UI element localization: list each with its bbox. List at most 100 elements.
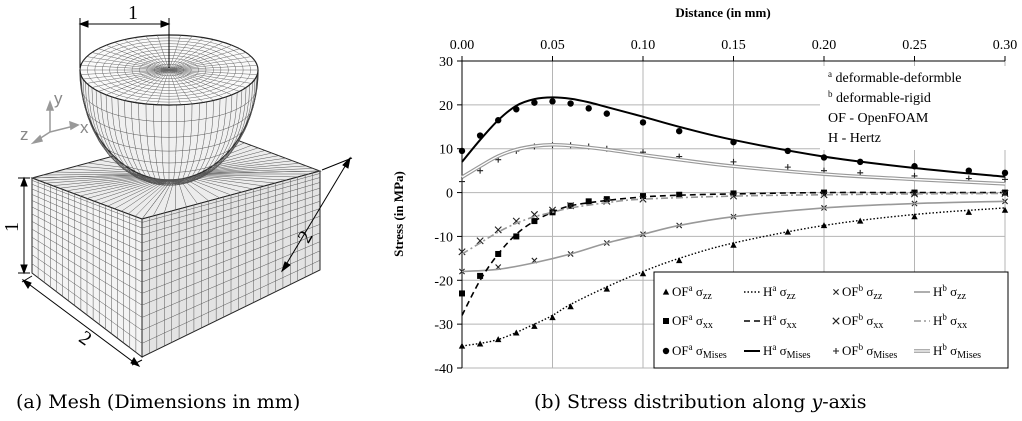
legend-swatch [833,289,839,295]
legend-entry: Ha σzz [744,283,796,302]
series-ofa-zz-point [730,241,737,248]
annotation-line: b deformable-rigid [828,89,931,106]
series-ha-zz-line [461,207,1006,347]
series-ofb-mises-point [1002,176,1008,183]
legend-label-sup: b [942,342,947,352]
legend-label: OFa σzz [672,283,712,302]
legend-label-base: H [763,284,772,299]
series-ofa-mises-point [585,105,592,112]
series-hb-zz [461,200,1006,273]
series-ofa-xx-point [603,196,610,203]
legend-label-base: OF [842,284,859,299]
series-ofb-xx-point [458,248,466,256]
chart-series [458,96,1009,349]
y-tick-label: 0 [446,187,453,202]
series-ofb-mises-point [730,158,737,165]
legend-label-base: H [763,313,772,328]
legend-label-sub: Mises [703,350,727,361]
legend-label-sup: b [942,312,947,322]
annotations: a deformable-deformble b deformable-rigid… [828,69,961,146]
series-ofb-xx-point [910,190,919,198]
series-ofa-zz-point [567,303,574,310]
legend-label-sigma: σ [693,284,703,299]
chart-caption-suffix: -axis [822,391,866,413]
legend-label-base: H [933,313,942,328]
legend-label-base: H [933,343,942,358]
series-ofa-mises-point [639,119,647,126]
legend-entry: Ha σxx [744,312,797,331]
hemisphere [79,34,259,186]
dim-bottom-label: 2 [75,327,96,351]
legend-label-sup: b [859,283,864,293]
series-ofa-mises-point [676,127,683,135]
series-ofb-xx-point [1001,189,1009,198]
legend-label-sigma: σ [693,343,703,358]
x-tick-label: 0.25 [902,38,927,53]
legend-label-sup: a [689,312,693,322]
annotation-sup: a [828,69,832,79]
legend-label: Ha σMises [763,342,811,361]
y-tick-label: -20 [434,274,453,289]
series-ofa-mises-point [458,147,466,155]
annotation-text: deformable-rigid [833,91,931,106]
series-ofb-xx-point [820,191,828,199]
series-ha-xx [461,191,1005,316]
series-ofb-mises-point [477,167,484,174]
legend-label: Hb σMises [933,342,981,361]
series-ofb-mises-point [784,164,791,171]
legend-label-sup: b [942,283,947,293]
legend-label-sigma: σ [947,343,957,358]
series-ofb-xx-point [548,206,557,214]
legend-label-sub: xx [787,320,797,331]
legend-label-sub: zz [957,291,966,302]
legend-label-base: H [763,343,772,358]
legend-label-sup: b [859,342,864,352]
legend-label: OFb σxx [842,312,883,331]
legend-label: Ha σxx [763,312,797,331]
legend-label-base: OF [672,313,689,328]
x-axis-label: Distance (in mm) [675,5,770,20]
legend-label-sub: xx [957,320,967,331]
legend-label-base: OF [672,343,689,358]
legend-entry: OFb σxx [832,312,883,331]
legend-label-base: OF [842,343,859,358]
legend-label-base: H [933,284,942,299]
y-tick-label: 20 [439,99,453,114]
axis-z-label: z [20,125,29,144]
legend-label-sub: zz [873,291,882,302]
x-tick-label: 0.30 [993,38,1018,53]
series-ofa-mises-point [531,99,538,106]
mesh-caption: (a) Mesh (Dimensions in mm) [16,391,300,413]
legend-label-sigma: σ [776,313,786,328]
legend-label-sup: b [859,312,864,322]
dim-height-label: 1 [1,222,23,232]
legend-label-sub: xx [873,320,883,331]
axis-x-label: x [80,118,89,137]
legend-swatch [832,317,840,325]
legend-label-sub: xx [703,320,713,331]
stress-chart: 0.00 0.05 0.10 0.15 0.20 0.25 0.30 30 20 10 0 -10 -… [391,5,1017,377]
legend [653,271,1009,369]
legend-label-sup: a [689,342,693,352]
series-ha-xx-line [461,191,1005,316]
series-ofb-mises-point [459,178,465,185]
x-tick-label: 0.10 [631,38,656,53]
series-ofa-zz-point [965,208,972,215]
series-ofa-xx-point [513,233,520,240]
legend-label-sub: zz [787,291,796,302]
legend-entry: Ha σMises [744,342,811,361]
y-tick-label: 10 [439,143,453,158]
series-ha-mises-line [461,96,1006,178]
dim-top-label: 1 [128,2,138,24]
series-ofa-mises-point [965,167,972,174]
series-hb-xx-line [461,192,1006,255]
annotation-line: H - Hertz [828,131,881,146]
legend-swatch [662,347,670,355]
legend-label-sigma: σ [863,313,873,328]
legend-label: Hb σzz [933,283,967,302]
legend-label-sup: a [772,342,776,352]
legend-label-sigma: σ [776,284,786,299]
legend-label-sub: Mises [787,350,811,361]
y-axis-label: Stress (in MPa) [391,171,406,257]
